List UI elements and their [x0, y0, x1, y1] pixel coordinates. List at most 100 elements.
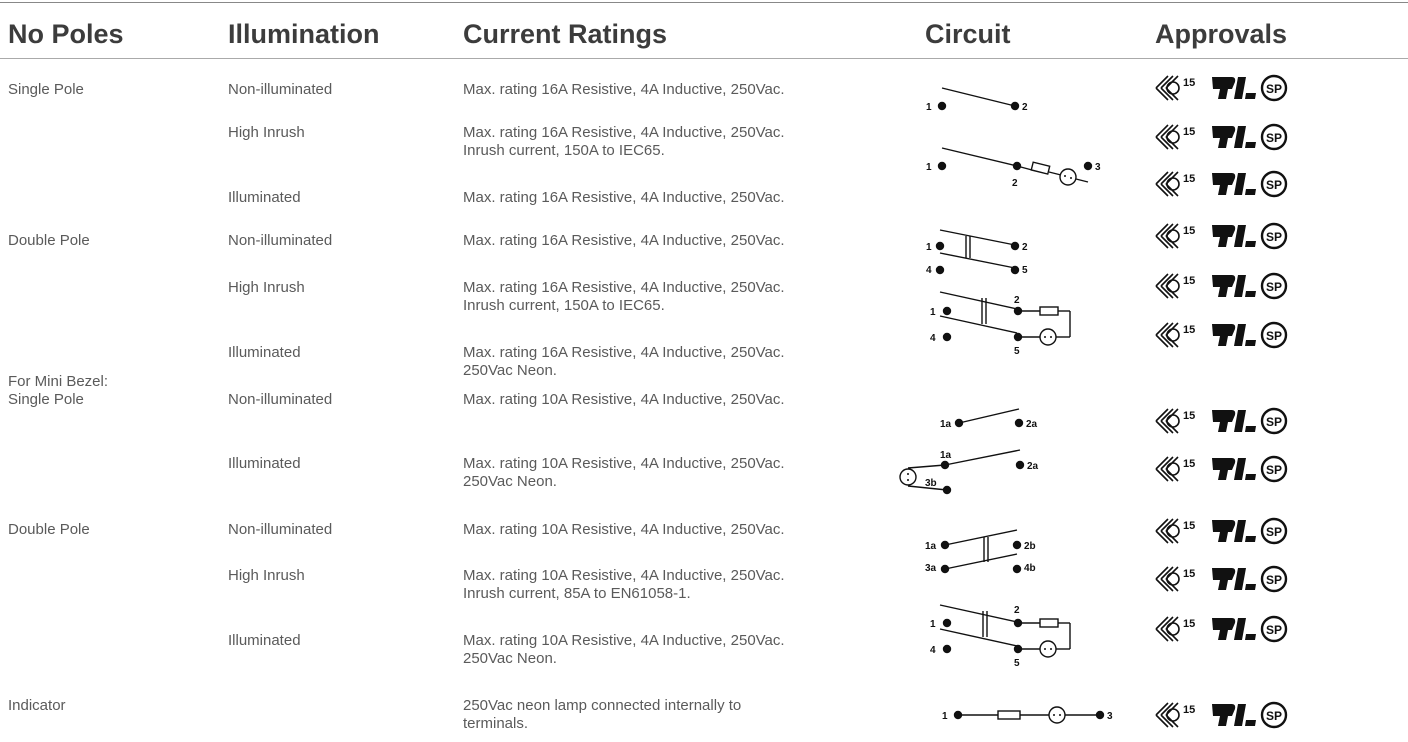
approval-marks: 15 SP	[1152, 406, 1312, 436]
term-label: 5	[1022, 265, 1028, 276]
term-label: 2a	[1026, 419, 1038, 430]
approval-logos-icon: 15 SP	[1155, 615, 1288, 643]
approval-logos-icon: 15 SP	[1155, 74, 1288, 102]
approval-logos-icon: 15 SP	[1155, 321, 1288, 349]
poles-line: Double Pole	[8, 232, 90, 249]
cell-illumination: Non-illuminated	[228, 81, 333, 98]
approval-logos-icon: 15 SP	[1155, 455, 1288, 483]
cell-current-rating: Max. rating 16A Resistive, 4A Inductive,…	[463, 124, 785, 160]
enec-number: 15	[1183, 704, 1195, 716]
term-label: 2a	[1027, 461, 1039, 472]
cell-current-rating: Max. rating 16A Resistive, 4A Inductive,…	[463, 344, 785, 380]
term-label: 2	[1014, 605, 1020, 616]
rating-line: Max. rating 16A Resistive, 4A Inductive,…	[463, 189, 785, 206]
cell-poles: Double Pole	[8, 521, 90, 539]
poles-line: Single Pole	[8, 391, 84, 408]
top-rule	[0, 2, 1408, 3]
rating-line: Inrush current, 150A to IEC65.	[463, 297, 665, 314]
poles-line: Single Pole	[8, 81, 84, 98]
approval-marks: 15 SP	[1152, 454, 1312, 484]
rating-line: Inrush current, 85A to EN61058-1.	[463, 585, 691, 602]
cell-illumination: Illuminated	[228, 344, 301, 361]
term-label: 2	[1022, 242, 1028, 253]
rating-line: Max. rating 16A Resistive, 4A Inductive,…	[463, 232, 785, 249]
svg-text:SP: SP	[1266, 623, 1282, 637]
cell-poles: Double Pole	[8, 232, 90, 250]
enec-number: 15	[1183, 126, 1195, 138]
rating-line: 250Vac Neon.	[463, 650, 557, 667]
enec-number: 15	[1183, 225, 1195, 237]
poles-line: For Mini Bezel:	[8, 373, 109, 390]
header-illumination: Illumination	[228, 19, 380, 49]
svg-text:SP: SP	[1266, 230, 1282, 244]
term-label: 1	[926, 242, 932, 253]
enec-number: 15	[1183, 275, 1195, 287]
approval-marks: 15 SP	[1152, 320, 1312, 350]
term-label: 3	[1095, 162, 1101, 173]
term-label: 4	[930, 333, 936, 344]
circuit-mini-sp-illum	[899, 449, 1025, 495]
enec-number: 15	[1183, 173, 1195, 185]
cell-illumination: Non-illuminated	[228, 391, 333, 408]
approval-marks: 15 SP	[1152, 73, 1312, 103]
approval-logos-icon: 15 SP	[1155, 123, 1288, 151]
header-circuit: Circuit	[925, 19, 1011, 49]
header-current-ratings: Current Ratings	[463, 19, 668, 49]
term-label: 2	[1012, 178, 1018, 189]
svg-text:SP: SP	[1266, 82, 1282, 96]
enec-number: 15	[1183, 520, 1195, 532]
svg-text:SP: SP	[1266, 329, 1282, 343]
circuit-sp-illum	[937, 147, 1093, 186]
term-label: 1	[930, 307, 936, 318]
approval-logos-icon: 15 SP	[1155, 407, 1288, 435]
cell-current-rating: Max. rating 16A Resistive, 4A Inductive,…	[463, 279, 785, 315]
approval-marks: 15 SP	[1152, 271, 1312, 301]
rating-line: Max. rating 10A Resistive, 4A Inductive,…	[463, 455, 785, 472]
term-label: 2	[1022, 102, 1028, 113]
cell-illumination: High Inrush	[228, 124, 305, 141]
header-no-poles: No Poles	[8, 19, 124, 49]
cell-illumination: Illuminated	[228, 632, 301, 649]
rating-line: 250Vac Neon.	[463, 473, 557, 490]
approval-logos-icon: 15 SP	[1155, 272, 1288, 300]
poles-line: Indicator	[8, 697, 66, 714]
approval-marks: 15 SP	[1152, 564, 1312, 594]
term-label: 3	[1107, 711, 1113, 722]
rating-line: Max. rating 16A Resistive, 4A Inductive,…	[463, 124, 785, 141]
term-label: 2b	[1024, 541, 1036, 552]
rating-line: 250Vac Neon.	[463, 362, 557, 379]
rating-line: Max. rating 16A Resistive, 4A Inductive,…	[463, 279, 785, 296]
rating-line: Inrush current, 150A to IEC65.	[463, 142, 665, 159]
approval-marks: 15 SP	[1152, 169, 1312, 199]
term-label: 4b	[1024, 563, 1036, 574]
enec-number: 15	[1183, 324, 1195, 336]
term-label: 5	[1014, 346, 1020, 357]
cell-poles: Indicator	[8, 697, 66, 715]
cell-current-rating: Max. rating 10A Resistive, 4A Inductive,…	[463, 521, 785, 539]
term-label: 1	[926, 102, 932, 113]
enec-number: 15	[1183, 618, 1195, 630]
svg-text:SP: SP	[1266, 573, 1282, 587]
approval-logos-icon: 15 SP	[1155, 222, 1288, 250]
cell-current-rating: 250Vac neon lamp connected internally to…	[463, 697, 741, 733]
circuit-indicator	[953, 706, 1105, 724]
rating-line: Max. rating 16A Resistive, 4A Inductive,…	[463, 81, 785, 98]
circuit-mini-dp-illum	[939, 604, 1071, 658]
cell-illumination: High Inrush	[228, 567, 305, 584]
term-label: 4	[930, 645, 936, 656]
cell-current-rating: Max. rating 10A Resistive, 4A Inductive,…	[463, 391, 785, 409]
rating-line: Max. rating 10A Resistive, 4A Inductive,…	[463, 521, 785, 538]
cell-current-rating: Max. rating 16A Resistive, 4A Inductive,…	[463, 189, 785, 207]
cell-illumination: High Inrush	[228, 279, 305, 296]
cell-illumination: Illuminated	[228, 455, 301, 472]
rating-line: Max. rating 16A Resistive, 4A Inductive,…	[463, 344, 785, 361]
term-label: 1	[930, 619, 936, 630]
cell-current-rating: Max. rating 16A Resistive, 4A Inductive,…	[463, 81, 785, 99]
approval-logos-icon: 15 SP	[1155, 517, 1288, 545]
poles-line: Double Pole	[8, 521, 90, 538]
svg-text:SP: SP	[1266, 280, 1282, 294]
circuit-mini-dp	[940, 529, 1022, 574]
approval-marks: 15 SP	[1152, 700, 1312, 730]
term-label: 1a	[940, 450, 952, 461]
